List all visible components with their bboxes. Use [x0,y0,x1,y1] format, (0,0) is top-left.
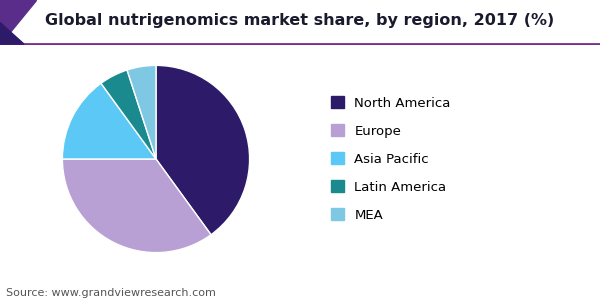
Wedge shape [62,83,156,159]
Wedge shape [156,65,250,235]
Text: Source: www.grandviewresearch.com: Source: www.grandviewresearch.com [6,289,216,298]
Polygon shape [0,22,24,44]
Wedge shape [62,159,211,253]
Wedge shape [127,65,156,159]
Polygon shape [0,0,36,44]
Text: Global nutrigenomics market share, by region, 2017 (%): Global nutrigenomics market share, by re… [46,13,554,28]
Legend: North America, Europe, Asia Pacific, Latin America, MEA: North America, Europe, Asia Pacific, Lat… [331,96,451,222]
Wedge shape [101,70,156,159]
